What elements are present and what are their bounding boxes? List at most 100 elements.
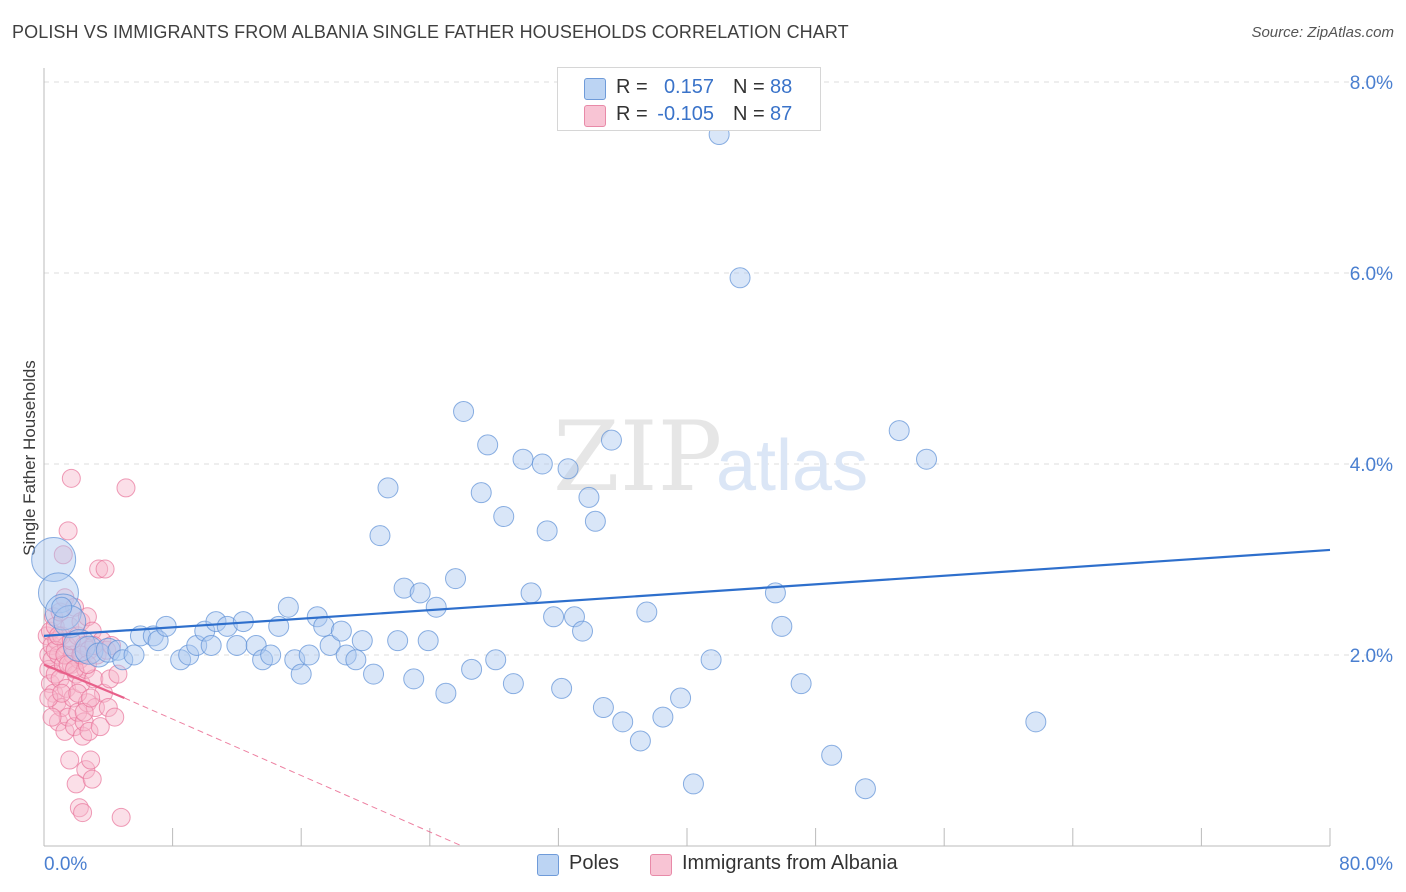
poles-point [629,730,651,752]
albania-swatch [650,854,672,876]
grid-lines [44,81,1393,656]
poles-point [377,477,399,499]
poles-point [600,429,622,451]
poles-point [298,644,320,666]
poles-point [888,420,910,442]
albania-point [98,698,118,718]
legend-r-value: 0.157 [663,76,714,98]
y-axis-label: Single Father Households [20,360,39,556]
poles-point [578,486,600,508]
y-tick-label: 2.0% [1350,646,1393,667]
poles-point [44,593,82,631]
poles-legend-label: Poles [569,852,620,874]
poles-swatch [537,854,559,876]
albania-point [79,721,99,741]
poles-point [129,625,151,647]
legend-row-poles: R = 0.157 N = 88 [558,74,820,100]
poles-point [330,620,352,642]
albania-point [55,721,75,741]
albania-point [53,545,73,565]
watermark-zip: ZIP [553,401,722,513]
albania-point [74,702,94,722]
albania-point [58,521,78,541]
poles-point [205,611,227,633]
albania-point [111,807,131,827]
legend-swatch-blue [584,78,606,100]
poles-point [520,582,542,604]
legend-n-value: 88 [770,76,793,98]
poles-point [403,668,425,690]
legend-n-value: 87 [770,103,793,125]
albania-point [71,645,91,665]
poles-point [771,615,793,637]
poles-point [62,628,96,662]
albania-point [60,616,80,636]
poles-point [700,649,722,671]
poles-point [636,601,658,623]
albania-point [81,750,101,770]
poles-point [112,649,134,671]
poles-point [821,744,843,766]
correlation-legend: R = 0.157 N = 88 R = -0.105 N = 87 [557,67,821,131]
poles-point [200,634,222,656]
source-note: Source: ZipAtlas.com [1251,24,1394,41]
albania-point [65,717,85,737]
poles-point [551,677,573,699]
albania-point [105,707,125,727]
poles-point [557,458,579,480]
albania-point [84,635,104,655]
legend-r-label: R = [616,103,648,125]
poles-point [790,673,812,695]
poles-point [652,706,674,728]
poles-point [470,482,492,504]
poles-point [277,596,299,618]
poles-point [245,634,267,656]
poles-point [916,448,938,470]
poles-point [284,649,306,671]
poles-point [1025,711,1047,733]
poles-point [363,663,385,685]
watermark: ZIP atlas [553,401,868,513]
poles-point [543,606,565,628]
poles-point [477,434,499,456]
poles-point [531,453,553,475]
poles-point [612,711,634,733]
poles-point [387,630,409,652]
y-tick-label: 6.0% [1350,264,1393,285]
albania-point [76,760,96,780]
poles-point [453,400,475,422]
poles-point [572,620,594,642]
watermark-atlas: atlas [716,426,868,506]
y-tick-label: 8.0% [1350,73,1393,94]
albania-trend-line [43,663,125,699]
poles-point [123,644,145,666]
poles-point [592,697,614,719]
albania-point [81,688,101,708]
albania-point [82,769,102,789]
trend-lines [43,548,1331,847]
x-tick-label-max: 80.0% [1339,854,1393,875]
poles-point [493,506,515,528]
poles-point [260,644,282,666]
poles-point [31,537,77,582]
legend-n-label: N = [733,76,765,98]
poles-trend-line [43,548,1331,637]
poles-point [226,634,248,656]
legend-n-label: N = [733,103,765,125]
legend-row-albania: R = -0.105 N = 87 [558,101,820,127]
poles-point [393,577,415,599]
y-tick-label: 4.0% [1350,455,1393,476]
poles-point [409,582,431,604]
albania-point [73,803,93,823]
poles-point [435,682,457,704]
albania-point [39,688,59,708]
poles-point [369,525,391,547]
poles-point [512,448,534,470]
poles-point [461,658,483,680]
legend-r-label: R = [616,76,648,98]
poles-point [729,267,751,289]
albania-trend-extrapolation [124,697,463,847]
poles-point [216,615,238,637]
poles-point [854,778,876,800]
